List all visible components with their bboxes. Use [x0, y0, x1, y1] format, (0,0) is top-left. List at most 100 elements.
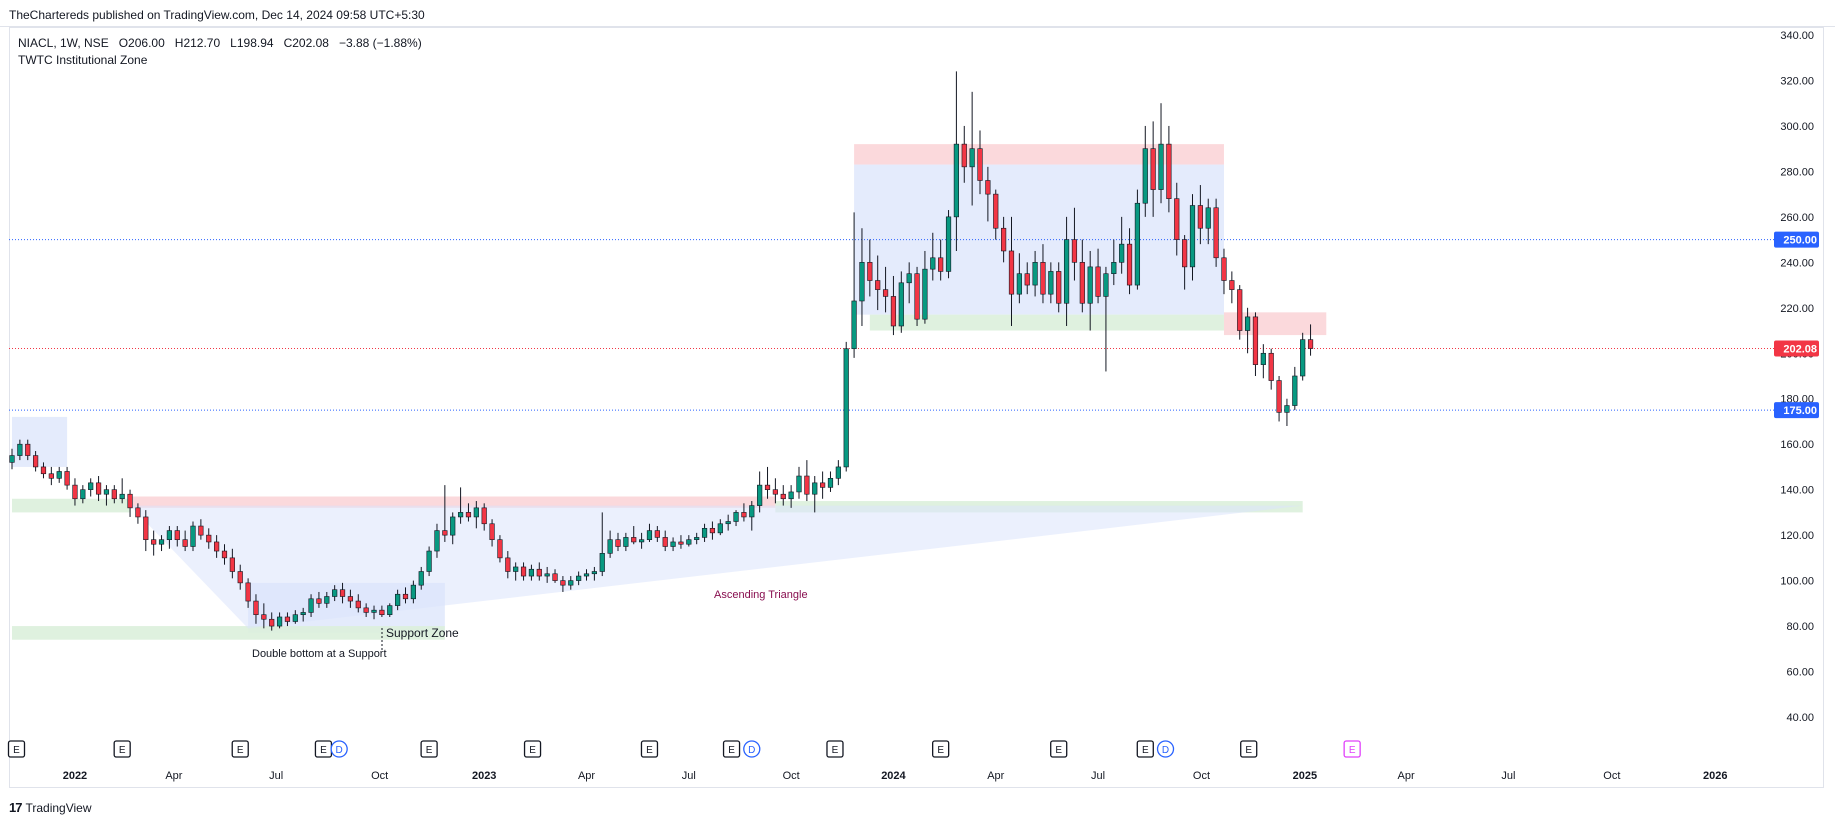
candle-body: [772, 489, 778, 495]
candle-up: [1063, 216, 1070, 326]
earnings-marker-icon[interactable]: E: [523, 740, 542, 758]
candle-body: [214, 541, 220, 552]
candle-body: [804, 475, 810, 495]
candle-up: [1103, 266, 1109, 372]
candle-down: [1237, 285, 1243, 340]
candle-down: [1268, 348, 1274, 390]
candle-body: [953, 143, 959, 218]
candle-down: [764, 466, 771, 499]
y-tick-label: 40.00: [1786, 712, 1814, 724]
candle-body: [1284, 405, 1290, 413]
brand-name[interactable]: TradingView: [25, 800, 92, 815]
candle-body: [552, 573, 558, 581]
candle-body: [686, 539, 692, 545]
candle-body: [269, 618, 275, 627]
candle-body: [1205, 207, 1211, 229]
candle-down: [1079, 239, 1085, 313]
candle-down: [135, 503, 141, 524]
candle-down: [1071, 207, 1078, 281]
candle-down: [1276, 376, 1282, 422]
candle-body: [166, 530, 173, 540]
candle-body: [395, 593, 401, 606]
earnings-marker-icon[interactable]: E: [1050, 740, 1068, 758]
candle-body: [591, 571, 597, 575]
candle-up: [1016, 253, 1022, 304]
earnings-marker-icon[interactable]: E: [640, 740, 659, 758]
candle-up: [119, 478, 125, 504]
change-value: −3.88 (−1.88%): [338, 36, 422, 50]
candle-body: [17, 443, 23, 456]
earnings-letter: E: [1142, 745, 1149, 756]
candle-up: [827, 471, 834, 492]
candle-body: [339, 589, 346, 597]
earnings-letter: E: [426, 745, 433, 756]
earnings-marker-icon[interactable]: E: [7, 740, 26, 758]
candle-body: [993, 193, 999, 229]
candle-body: [969, 148, 975, 168]
candle-down: [709, 521, 716, 540]
candle-up: [749, 501, 755, 531]
candle-body: [709, 528, 716, 534]
indicator-name[interactable]: TWTC Institutional Zone: [18, 53, 148, 67]
candle-body: [1119, 243, 1125, 263]
candle-body: [497, 539, 503, 559]
x-tick-label: Apr: [578, 770, 595, 782]
dividend-marker-icon[interactable]: D: [743, 740, 761, 758]
dividend-letter: D: [1162, 745, 1169, 756]
earnings-marker-icon[interactable]: E: [1343, 740, 1361, 758]
candle-body: [25, 443, 31, 456]
candle-down: [1024, 262, 1030, 295]
candle-up: [528, 564, 535, 581]
earnings-marker-icon[interactable]: E: [1136, 740, 1154, 758]
candle-down: [914, 266, 920, 326]
earnings-marker-icon[interactable]: E: [826, 740, 844, 758]
candle-down: [1040, 244, 1046, 304]
earnings-marker-icon[interactable]: E: [231, 740, 249, 758]
x-tick-label: Oct: [1603, 770, 1620, 782]
earnings-marker-icon[interactable]: E: [932, 740, 950, 758]
candle-body: [906, 273, 912, 284]
annotations-layer: Support Zone Double bottom at a Support …: [252, 589, 808, 660]
candle-up: [1087, 250, 1093, 331]
candle-down: [741, 503, 747, 522]
low-value: L198.94: [230, 36, 274, 50]
candle-body: [56, 471, 62, 479]
earnings-marker-icon[interactable]: E: [1240, 740, 1258, 758]
candle-down: [961, 125, 967, 183]
earnings-marker-icon[interactable]: E: [113, 740, 131, 758]
x-tick-label: Jul: [1501, 770, 1515, 782]
candle-down: [1182, 235, 1188, 290]
candle-down: [875, 255, 881, 311]
candle-down: [882, 266, 889, 313]
candle-body: [135, 507, 141, 518]
candle-body: [733, 512, 739, 522]
y-tick-label: 220.00: [1780, 303, 1814, 315]
earnings-box: [420, 740, 438, 758]
candle-body: [1244, 316, 1251, 331]
candle-body: [694, 537, 700, 540]
candle-up: [1158, 103, 1164, 204]
earnings-marker-icon[interactable]: E: [314, 740, 333, 758]
candle-down: [214, 535, 220, 558]
candle-up: [686, 535, 692, 547]
candle-body: [678, 541, 684, 545]
earnings-marker-icon[interactable]: E: [420, 740, 438, 758]
earnings-marker-icon[interactable]: E: [722, 740, 741, 758]
candle-down: [182, 530, 188, 552]
candle-body: [717, 523, 723, 534]
dividend-marker-icon[interactable]: D: [330, 740, 348, 758]
candle-body: [158, 539, 165, 545]
y-tick-label: 100.00: [1780, 576, 1814, 588]
tradingview-logo-icon[interactable]: 17: [9, 800, 23, 815]
candle-body: [119, 493, 125, 500]
candle-down: [662, 530, 668, 552]
symbol-label[interactable]: NIACL, 1W, NSE: [18, 36, 109, 50]
candle-down: [1001, 216, 1007, 263]
candle-body: [631, 537, 637, 543]
top-bar: TheChartereds published on TradingView.c…: [0, 0, 1835, 27]
candle-up: [1292, 366, 1298, 411]
dividend-marker-icon[interactable]: D: [1156, 740, 1175, 758]
candle-up: [1119, 216, 1125, 274]
y-tick-label: 160.00: [1780, 439, 1814, 451]
